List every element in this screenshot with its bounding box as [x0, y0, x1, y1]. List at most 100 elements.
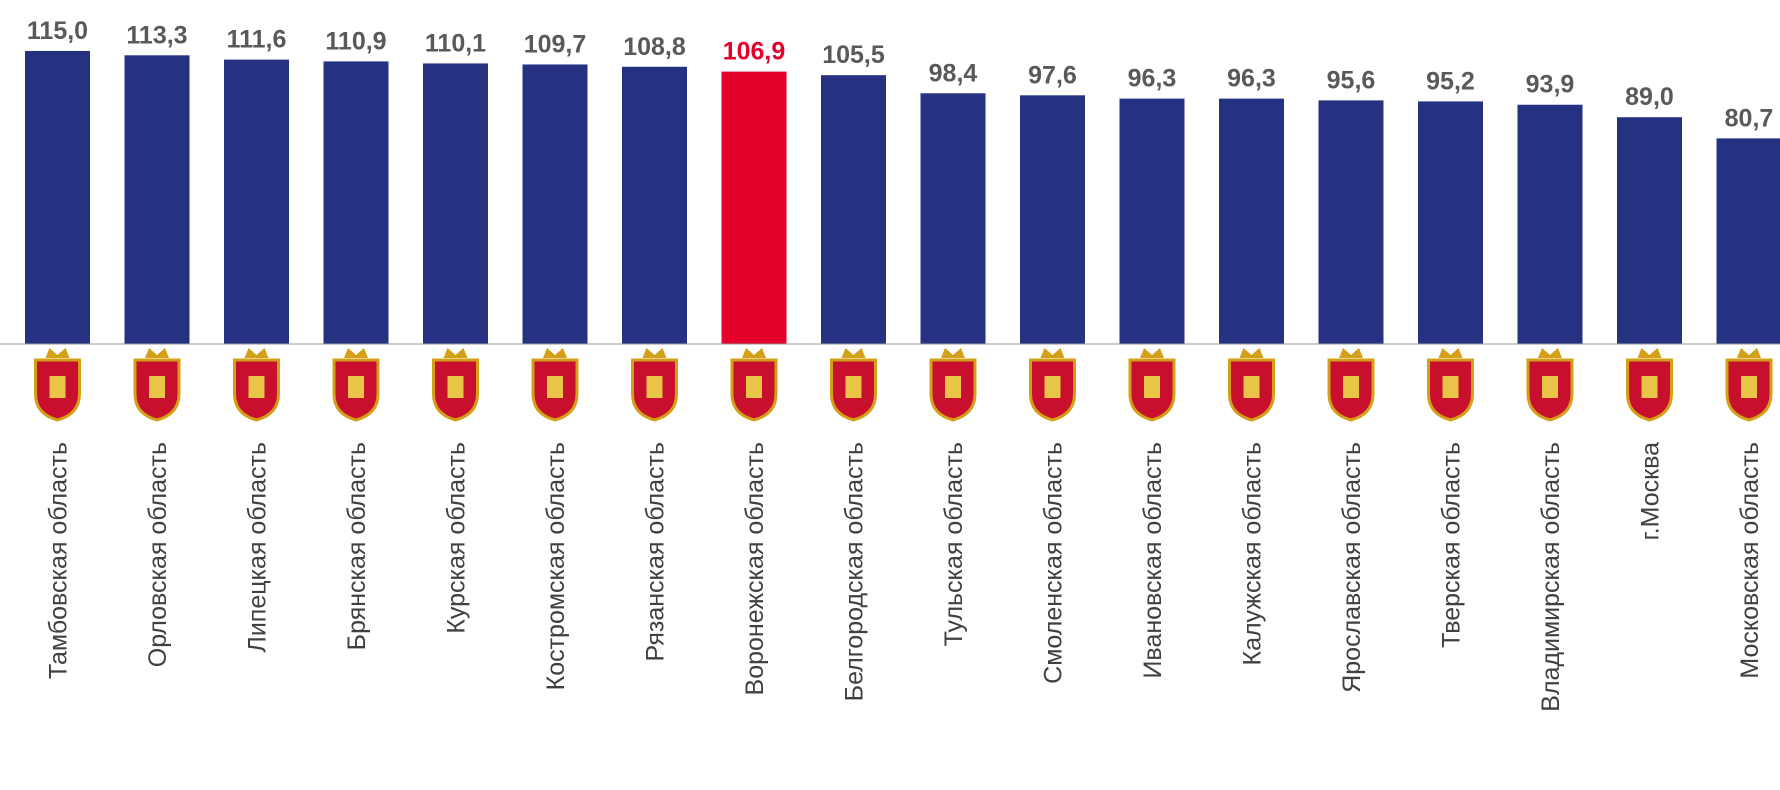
bar	[1418, 101, 1483, 345]
bar	[1219, 98, 1284, 344]
bar	[522, 64, 588, 345]
emblem-crown	[543, 348, 567, 358]
emblem-figure	[1044, 376, 1061, 398]
value-label: 89,0	[1625, 83, 1674, 111]
emblem	[1228, 348, 1275, 422]
emblem	[1327, 348, 1375, 422]
category-label: Брянская область	[343, 442, 371, 650]
emblem-crown	[1438, 348, 1463, 358]
category-label: Калужская область	[1239, 442, 1267, 666]
emblem-figure	[1144, 376, 1160, 398]
emblem-crown	[45, 348, 70, 358]
emblem-figure	[1741, 376, 1757, 398]
emblem-crown	[1140, 348, 1164, 358]
bar	[1318, 100, 1384, 344]
emblem-crown	[742, 348, 766, 358]
emblem	[1526, 348, 1574, 422]
bar	[323, 61, 389, 344]
value-label: 106,9	[723, 38, 786, 66]
emblem-crown	[1040, 348, 1065, 358]
emblem	[332, 348, 380, 422]
value-label: 95,2	[1426, 67, 1475, 95]
value-label: 105,5	[822, 41, 885, 69]
emblem-figure	[646, 376, 663, 398]
emblem-crown	[642, 348, 667, 358]
bar	[920, 93, 986, 344]
emblem-crown	[1538, 348, 1562, 358]
category-label: г.Москва	[1637, 442, 1665, 540]
emblem-figure	[1442, 376, 1459, 398]
category-label: Московская область	[1736, 442, 1764, 679]
emblem-crown	[1239, 348, 1264, 358]
emblem-figure	[248, 376, 265, 398]
value-label: 108,8	[623, 33, 686, 61]
bar	[124, 55, 190, 345]
emblem	[631, 348, 678, 422]
bar	[1020, 95, 1085, 344]
emblem-figure	[1542, 376, 1558, 398]
emblem-crown	[841, 348, 866, 358]
category-label: Воронежская область	[741, 442, 769, 695]
emblem-figure	[447, 376, 464, 398]
emblem-figure	[1343, 376, 1359, 398]
bar	[622, 66, 687, 345]
value-label: 110,1	[425, 29, 486, 57]
emblem-crown	[145, 348, 169, 358]
bar	[224, 59, 289, 344]
bar	[721, 71, 787, 344]
emblem	[1029, 348, 1076, 422]
value-label: 111,6	[227, 26, 287, 54]
emblem-figure	[945, 376, 961, 398]
value-label: 93,9	[1526, 71, 1575, 99]
bar	[423, 63, 488, 345]
value-label: 110,9	[325, 27, 386, 55]
category-label: Рязанская область	[642, 442, 670, 662]
value-label: 96,3	[1128, 65, 1177, 93]
category-label: Белгородская область	[841, 442, 869, 701]
emblem-crown	[443, 348, 468, 358]
emblem	[133, 348, 181, 422]
emblem	[730, 348, 778, 422]
category-label: Тульская область	[940, 442, 968, 646]
emblem-figure	[49, 376, 66, 398]
bar	[1119, 98, 1185, 344]
value-label: 95,6	[1327, 66, 1376, 94]
emblem-figure	[547, 376, 563, 398]
value-label: 96,3	[1227, 65, 1276, 93]
bar	[1716, 138, 1780, 344]
bar	[1517, 104, 1583, 345]
emblem	[1427, 348, 1474, 422]
emblem	[531, 348, 579, 422]
bar	[1617, 117, 1682, 344]
emblem	[830, 348, 877, 422]
bar	[25, 50, 90, 345]
emblem-figure	[845, 376, 862, 398]
emblem-figure	[746, 376, 762, 398]
emblem-crown	[1637, 348, 1662, 358]
category-label: Костромская область	[542, 442, 570, 690]
category-label: Липецкая область	[244, 442, 272, 653]
value-label: 97,6	[1028, 61, 1077, 89]
emblem-crown	[1737, 348, 1761, 358]
emblem	[34, 348, 81, 422]
category-label: Смоленская область	[1040, 442, 1068, 684]
value-label: 113,3	[126, 21, 187, 49]
bar	[821, 75, 886, 344]
emblem-crown	[1339, 348, 1363, 358]
emblem	[432, 348, 479, 422]
value-label: 115,0	[27, 17, 88, 45]
value-label: 80,7	[1725, 104, 1774, 132]
emblem-figure	[1641, 376, 1658, 398]
emblem	[1626, 348, 1673, 422]
emblem-figure	[1243, 376, 1260, 398]
category-label: Курская область	[443, 442, 471, 634]
emblem-figure	[348, 376, 364, 398]
emblem-crown	[344, 348, 368, 358]
category-label: Тамбовская область	[45, 442, 73, 679]
emblem	[233, 348, 280, 422]
emblem	[1128, 348, 1176, 422]
emblem	[929, 348, 977, 422]
emblem-crown	[244, 348, 269, 358]
